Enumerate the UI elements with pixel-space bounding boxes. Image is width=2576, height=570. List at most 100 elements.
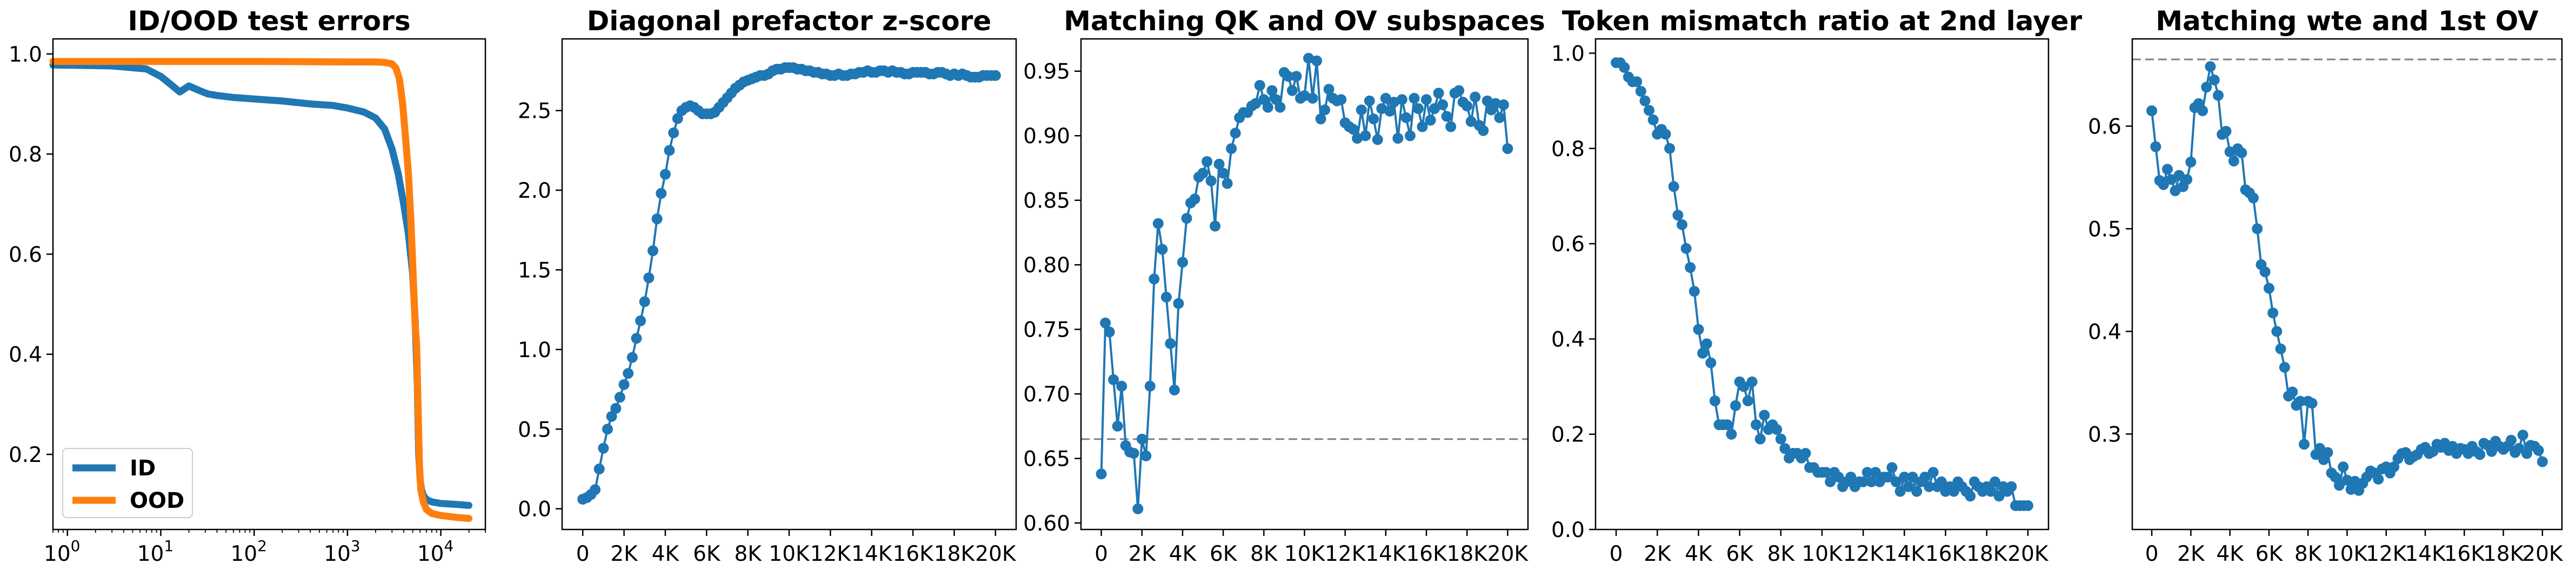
data-point — [2330, 472, 2341, 483]
data-point — [1742, 395, 1753, 406]
chart-title: ID/OOD test errors — [128, 5, 410, 37]
x-tick-label: 16K — [892, 542, 934, 566]
y-tick-label: 2.0 — [518, 179, 551, 203]
data-point — [1672, 210, 1684, 221]
data-point — [2275, 343, 2286, 354]
y-tick-label: 0.8 — [1551, 137, 1585, 162]
y-tick-label: 0.90 — [1023, 124, 1070, 149]
data-point — [610, 403, 622, 414]
data-point — [1384, 105, 1396, 117]
x-tick-label: 101 — [137, 537, 173, 566]
x-tick-label: 8K — [1767, 542, 1796, 566]
data-point — [1894, 486, 1906, 497]
data-point — [1721, 419, 1733, 431]
x-tick-label: 102 — [230, 537, 266, 566]
x-tick-label: 18K — [2483, 542, 2525, 566]
x-tick-exponent: 4 — [444, 537, 454, 555]
data-point — [1907, 472, 1918, 482]
data-point — [1470, 91, 1481, 103]
x-tick-label: 14K — [851, 542, 893, 566]
x-tick-label: 18K — [1447, 542, 1489, 566]
data-point — [1738, 381, 1750, 392]
data-point — [1990, 476, 2000, 487]
x-tick-label: 10K — [1801, 542, 1843, 566]
data-point — [1160, 291, 1172, 303]
x-tick-label: 18K — [1966, 542, 2008, 566]
data-point — [1833, 472, 1844, 482]
data-point — [1899, 472, 1910, 482]
data-point — [2279, 361, 2290, 373]
data-point — [1429, 103, 1440, 114]
x-tick-label: 8K — [734, 542, 762, 566]
y-tick-label: 1.0 — [9, 43, 42, 67]
y-tick-label: 0.0 — [1551, 518, 1585, 542]
data-point — [1262, 102, 1273, 113]
data-point — [1433, 88, 1444, 99]
data-point — [1096, 468, 1107, 480]
data-point — [1465, 116, 1477, 127]
data-point — [1157, 244, 1168, 255]
data-point — [1437, 99, 1449, 110]
data-point — [659, 169, 671, 180]
y-tick-label: 0.6 — [9, 243, 42, 267]
data-point — [1409, 92, 1420, 104]
data-point — [1104, 326, 1115, 338]
data-point — [2338, 461, 2349, 473]
data-point — [1173, 298, 1184, 309]
y-tick-label: 1.0 — [518, 338, 551, 363]
x-tick-label: 12K — [1325, 542, 1366, 566]
data-point — [2506, 434, 2517, 446]
x-tick-label: 0 — [576, 542, 590, 566]
x-tick-label: 20K — [2522, 542, 2564, 566]
data-point — [1754, 433, 1766, 445]
data-point — [1132, 503, 1144, 514]
y-tick-label: 2.5 — [518, 99, 551, 124]
data-point — [1352, 133, 1363, 144]
data-point — [635, 315, 646, 326]
data-point — [1948, 486, 1959, 497]
plot-frame — [1594, 38, 2050, 531]
data-point — [1286, 85, 1298, 96]
series-line — [2151, 65, 2544, 492]
panel-matching-wte-1st-ov: Matching wte and 1st OV 0.3 0.4 0.5 0.6 0 2K 4K… — [2088, 5, 2564, 566]
data-point — [2220, 126, 2232, 137]
x-tick-label: 6K — [1210, 542, 1238, 566]
data-point — [2252, 223, 2263, 234]
data-point — [643, 272, 655, 284]
data-point — [598, 442, 609, 454]
data-point — [1336, 94, 1347, 105]
data-point — [2267, 307, 2279, 319]
data-point — [1210, 220, 1221, 232]
data-point — [1771, 424, 1783, 435]
x-tick-label: 12K — [1843, 542, 1885, 566]
data-point — [1461, 100, 1473, 112]
data-point — [590, 484, 601, 495]
data-point — [1478, 125, 1489, 136]
data-point — [672, 113, 683, 124]
plot-frame — [52, 38, 486, 531]
y-tick-label: 0.0 — [518, 498, 551, 522]
data-point — [1356, 104, 1367, 116]
data-point — [2213, 90, 2224, 101]
y-tick-label: 0.8 — [9, 143, 42, 167]
data-point — [1668, 181, 1679, 192]
data-point — [656, 188, 667, 199]
y-tick-label: 0.85 — [1023, 189, 1070, 213]
x-tick-base: 10 — [417, 542, 444, 566]
data-point — [1927, 467, 1939, 478]
data-point — [1693, 324, 1704, 335]
data-point — [1866, 476, 1877, 487]
data-point — [1364, 95, 1375, 106]
data-point — [2537, 456, 2548, 467]
x-tick-label: 12K — [2366, 542, 2407, 566]
data-point — [1919, 472, 1931, 482]
data-point — [1347, 124, 1359, 135]
data-point — [2322, 447, 2333, 458]
x-tick-label: 16K — [2444, 542, 2486, 566]
data-point — [1144, 380, 1156, 392]
x-tick-label: 10K — [1284, 542, 1326, 566]
data-point — [1152, 218, 1164, 229]
data-point — [1647, 114, 1659, 125]
data-point — [1400, 112, 1412, 123]
data-point — [2294, 395, 2306, 407]
